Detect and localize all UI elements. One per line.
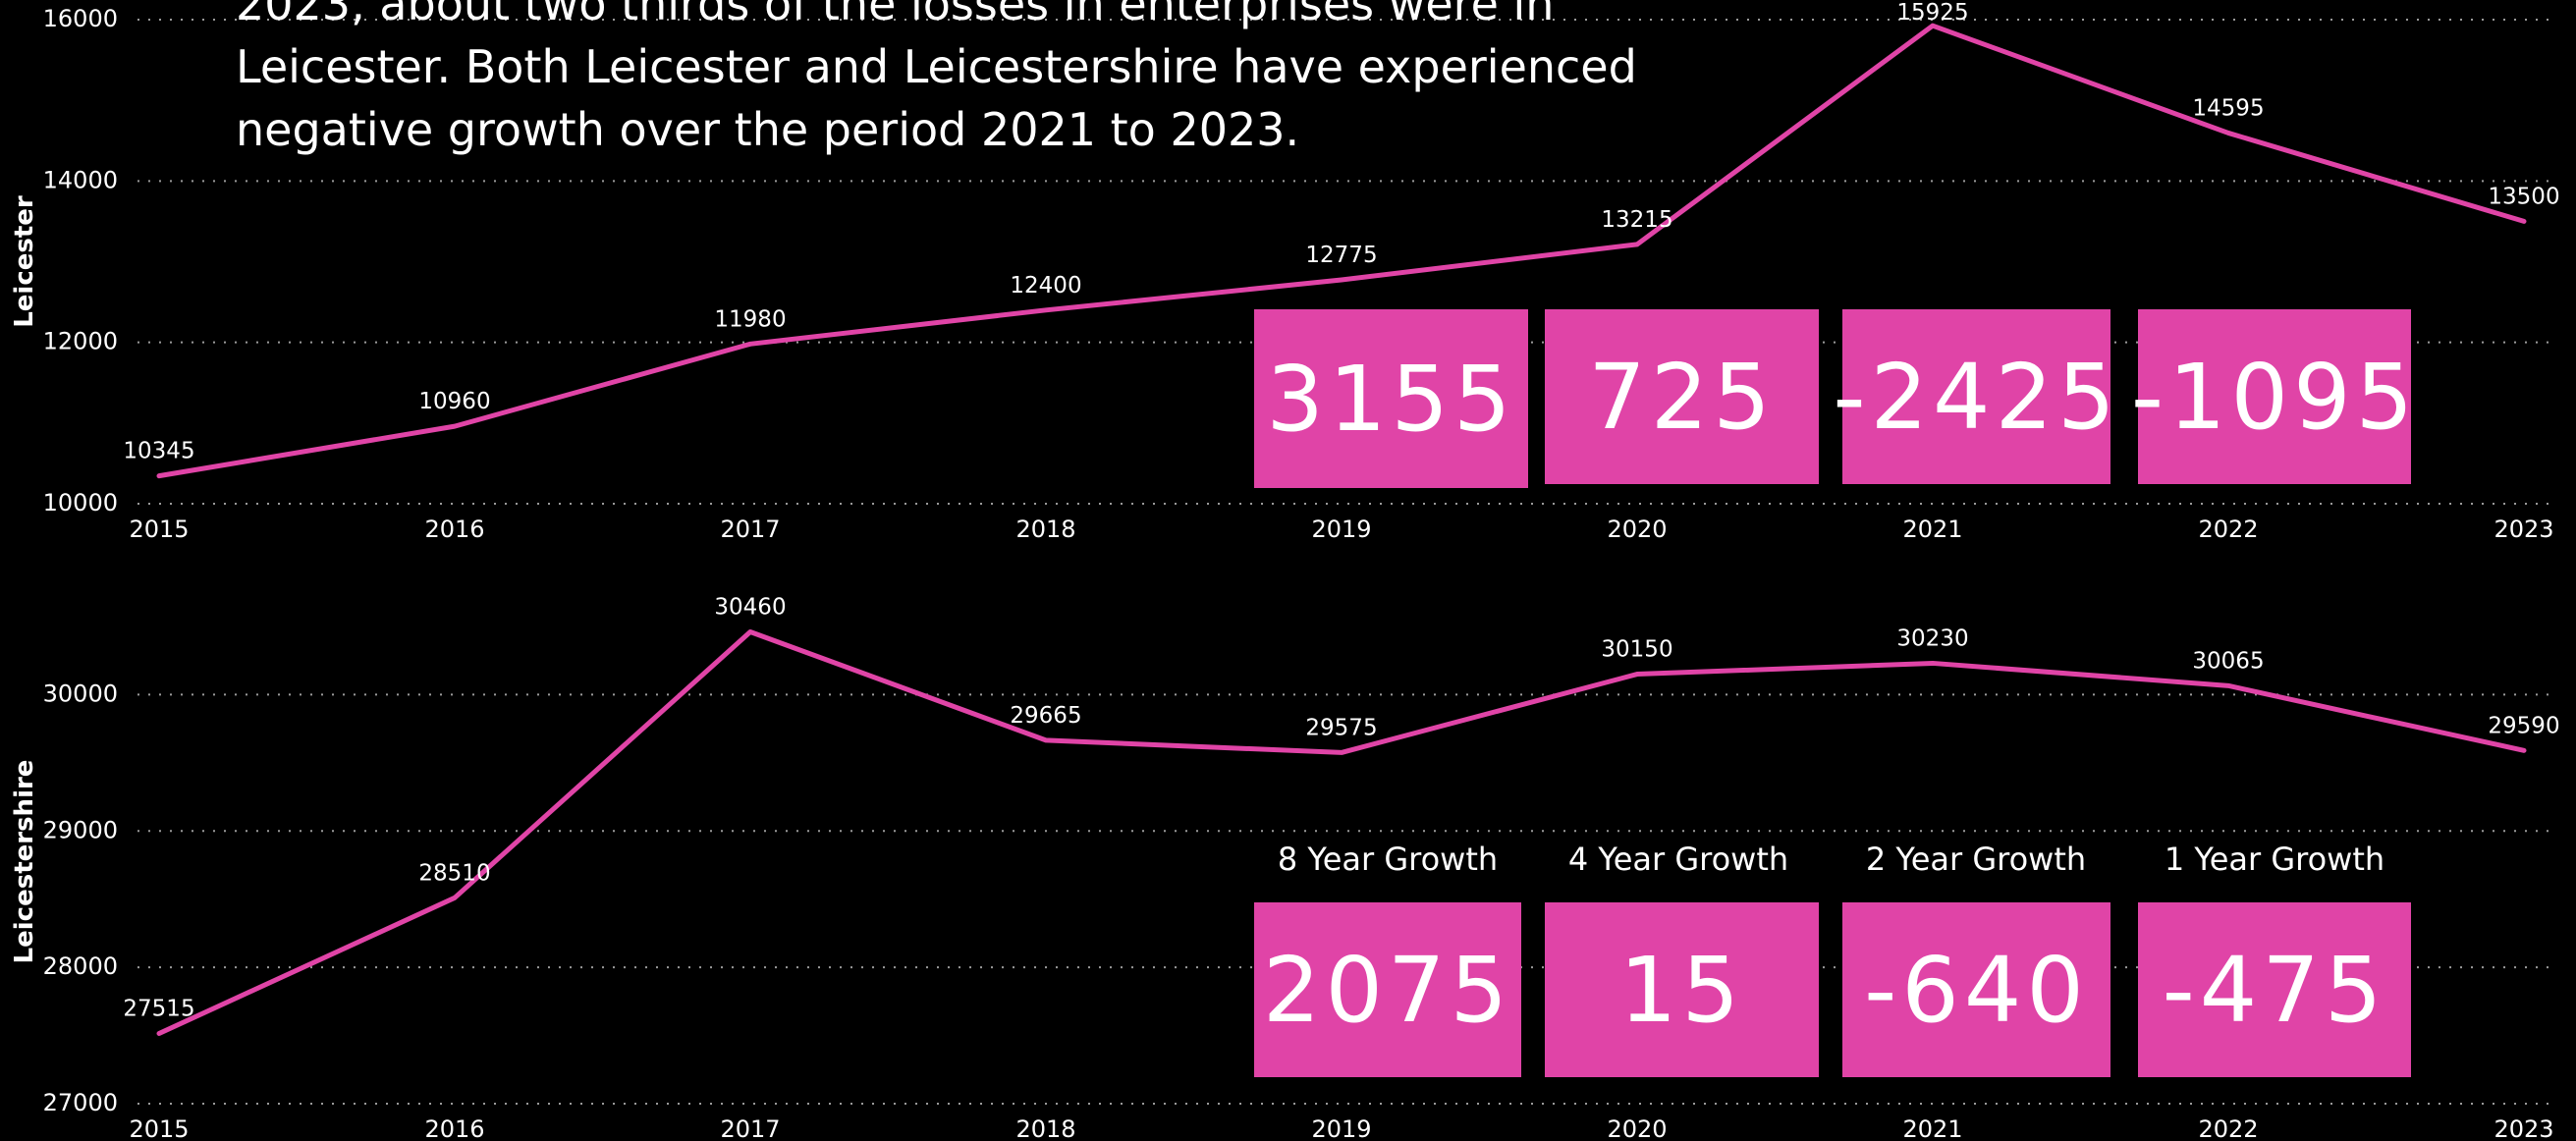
leicester-data-label: 12400 — [1010, 273, 1081, 299]
leicester-data-label: 15925 — [1896, 0, 1968, 26]
leicester-data-label: 14595 — [2192, 95, 2264, 121]
leicestershire-xtick-label: 2015 — [129, 1115, 189, 1141]
leicester-ytick-label: 16000 — [43, 5, 118, 32]
leicester-1-year-growth-tile: -1095 — [2131, 309, 2413, 484]
leicester-data-label: 12775 — [1305, 243, 1377, 268]
leicestershire-series-line — [156, 628, 2527, 1036]
leicestershire-ytick-label: 29000 — [43, 816, 118, 843]
leicestershire-data-label: 30460 — [714, 594, 786, 620]
leicestershire-y-axis-title: Leicestershire — [10, 760, 39, 964]
leicester-xtick-label: 2016 — [424, 516, 484, 543]
leicestershire-data-label: 30065 — [2192, 648, 2264, 674]
leicester-xtick-label: 2020 — [1607, 516, 1667, 543]
leicester-y-axis-title: Leicester — [10, 195, 39, 328]
leicester-data-label: 13500 — [2488, 184, 2559, 209]
leicestershire-data-label: 29575 — [1305, 715, 1377, 740]
leicestershire-data-label: 29665 — [1010, 703, 1081, 729]
leicester-xtick-label: 2023 — [2494, 516, 2553, 543]
leicester-ytick-label: 10000 — [43, 489, 118, 516]
leicester-xtick-label: 2017 — [720, 516, 780, 543]
leicester-xtick-label: 2022 — [2198, 516, 2258, 543]
leicestershire-ytick-label: 30000 — [43, 679, 118, 707]
header-1-year-growth: 1 Year Growth — [2164, 841, 2385, 878]
leicestershire-data-label: 27515 — [123, 996, 194, 1021]
leicester-8-year-growth-tile: 3155 — [1254, 309, 1528, 488]
leicestershire-xtick-label: 2017 — [720, 1115, 780, 1141]
leicestershire-8-year-growth-tile: 2075 — [1254, 902, 1521, 1077]
leicestershire-xtick-label: 2022 — [2198, 1115, 2258, 1141]
leicester-data-label: 10345 — [123, 439, 194, 464]
leicester-series-line — [156, 23, 2527, 479]
narrative-line-1: 2023, about two thirds of the losses in … — [236, 0, 1555, 30]
leicester-chart: 10000 12000 14000 16000 Leicester 2015 2016 201… — [10, 0, 2560, 543]
narrative-line-3: negative growth over the period 2021 to … — [236, 103, 1300, 156]
leicestershire-xtick-label: 2018 — [1015, 1115, 1075, 1141]
leicester-xtick-label: 2019 — [1311, 516, 1371, 543]
leicestershire-data-label: 30150 — [1601, 637, 1672, 663]
leicester-ytick-label: 12000 — [43, 328, 118, 355]
leicester-data-label: 10960 — [418, 389, 490, 414]
leicester-xtick-label: 2021 — [1902, 516, 1962, 543]
leicestershire-xtick-label: 2020 — [1607, 1115, 1667, 1141]
header-8-year-growth: 8 Year Growth — [1277, 841, 1499, 878]
leicester-data-label: 13215 — [1601, 207, 1672, 233]
leicester-xtick-label: 2018 — [1015, 516, 1075, 543]
header-4-year-growth: 4 Year Growth — [1567, 841, 1789, 878]
leicestershire-chart: 27000 28000 29000 30000 Leicestershire 2015 20… — [10, 594, 2560, 1141]
leicester-2-year-growth-tile: -2425 — [1833, 309, 2115, 484]
leicester-xtick-label: 2015 — [129, 516, 189, 543]
narrative-line-2: Leicester. Both Leicester and Leicesters… — [236, 40, 1637, 93]
leicester-4-year-growth-tile: 725 — [1545, 309, 1819, 484]
leicestershire-1-year-growth-tile: -475 — [2138, 902, 2411, 1077]
leicestershire-data-label: 29590 — [2488, 713, 2559, 738]
narrative-text: 2023, about two thirds of the losses in … — [236, 0, 1709, 161]
leicestershire-ytick-label: 27000 — [43, 1089, 118, 1116]
leicestershire-2-year-growth-tile: -640 — [1842, 902, 2110, 1077]
leicestershire-xtick-label: 2023 — [2494, 1115, 2553, 1141]
leicestershire-data-label: 28510 — [418, 860, 490, 886]
leicestershire-4-year-growth-tile: 15 — [1545, 902, 1819, 1077]
leicester-ytick-label: 14000 — [43, 166, 118, 193]
leicestershire-ytick-label: 28000 — [43, 952, 118, 980]
leicestershire-data-label: 30230 — [1896, 625, 1968, 651]
header-2-year-growth: 2 Year Growth — [1865, 841, 2087, 878]
leicestershire-xtick-label: 2019 — [1311, 1115, 1371, 1141]
leicestershire-xtick-label: 2021 — [1902, 1115, 1962, 1141]
leicestershire-xtick-label: 2016 — [424, 1115, 484, 1141]
leicester-data-label: 11980 — [714, 306, 786, 332]
